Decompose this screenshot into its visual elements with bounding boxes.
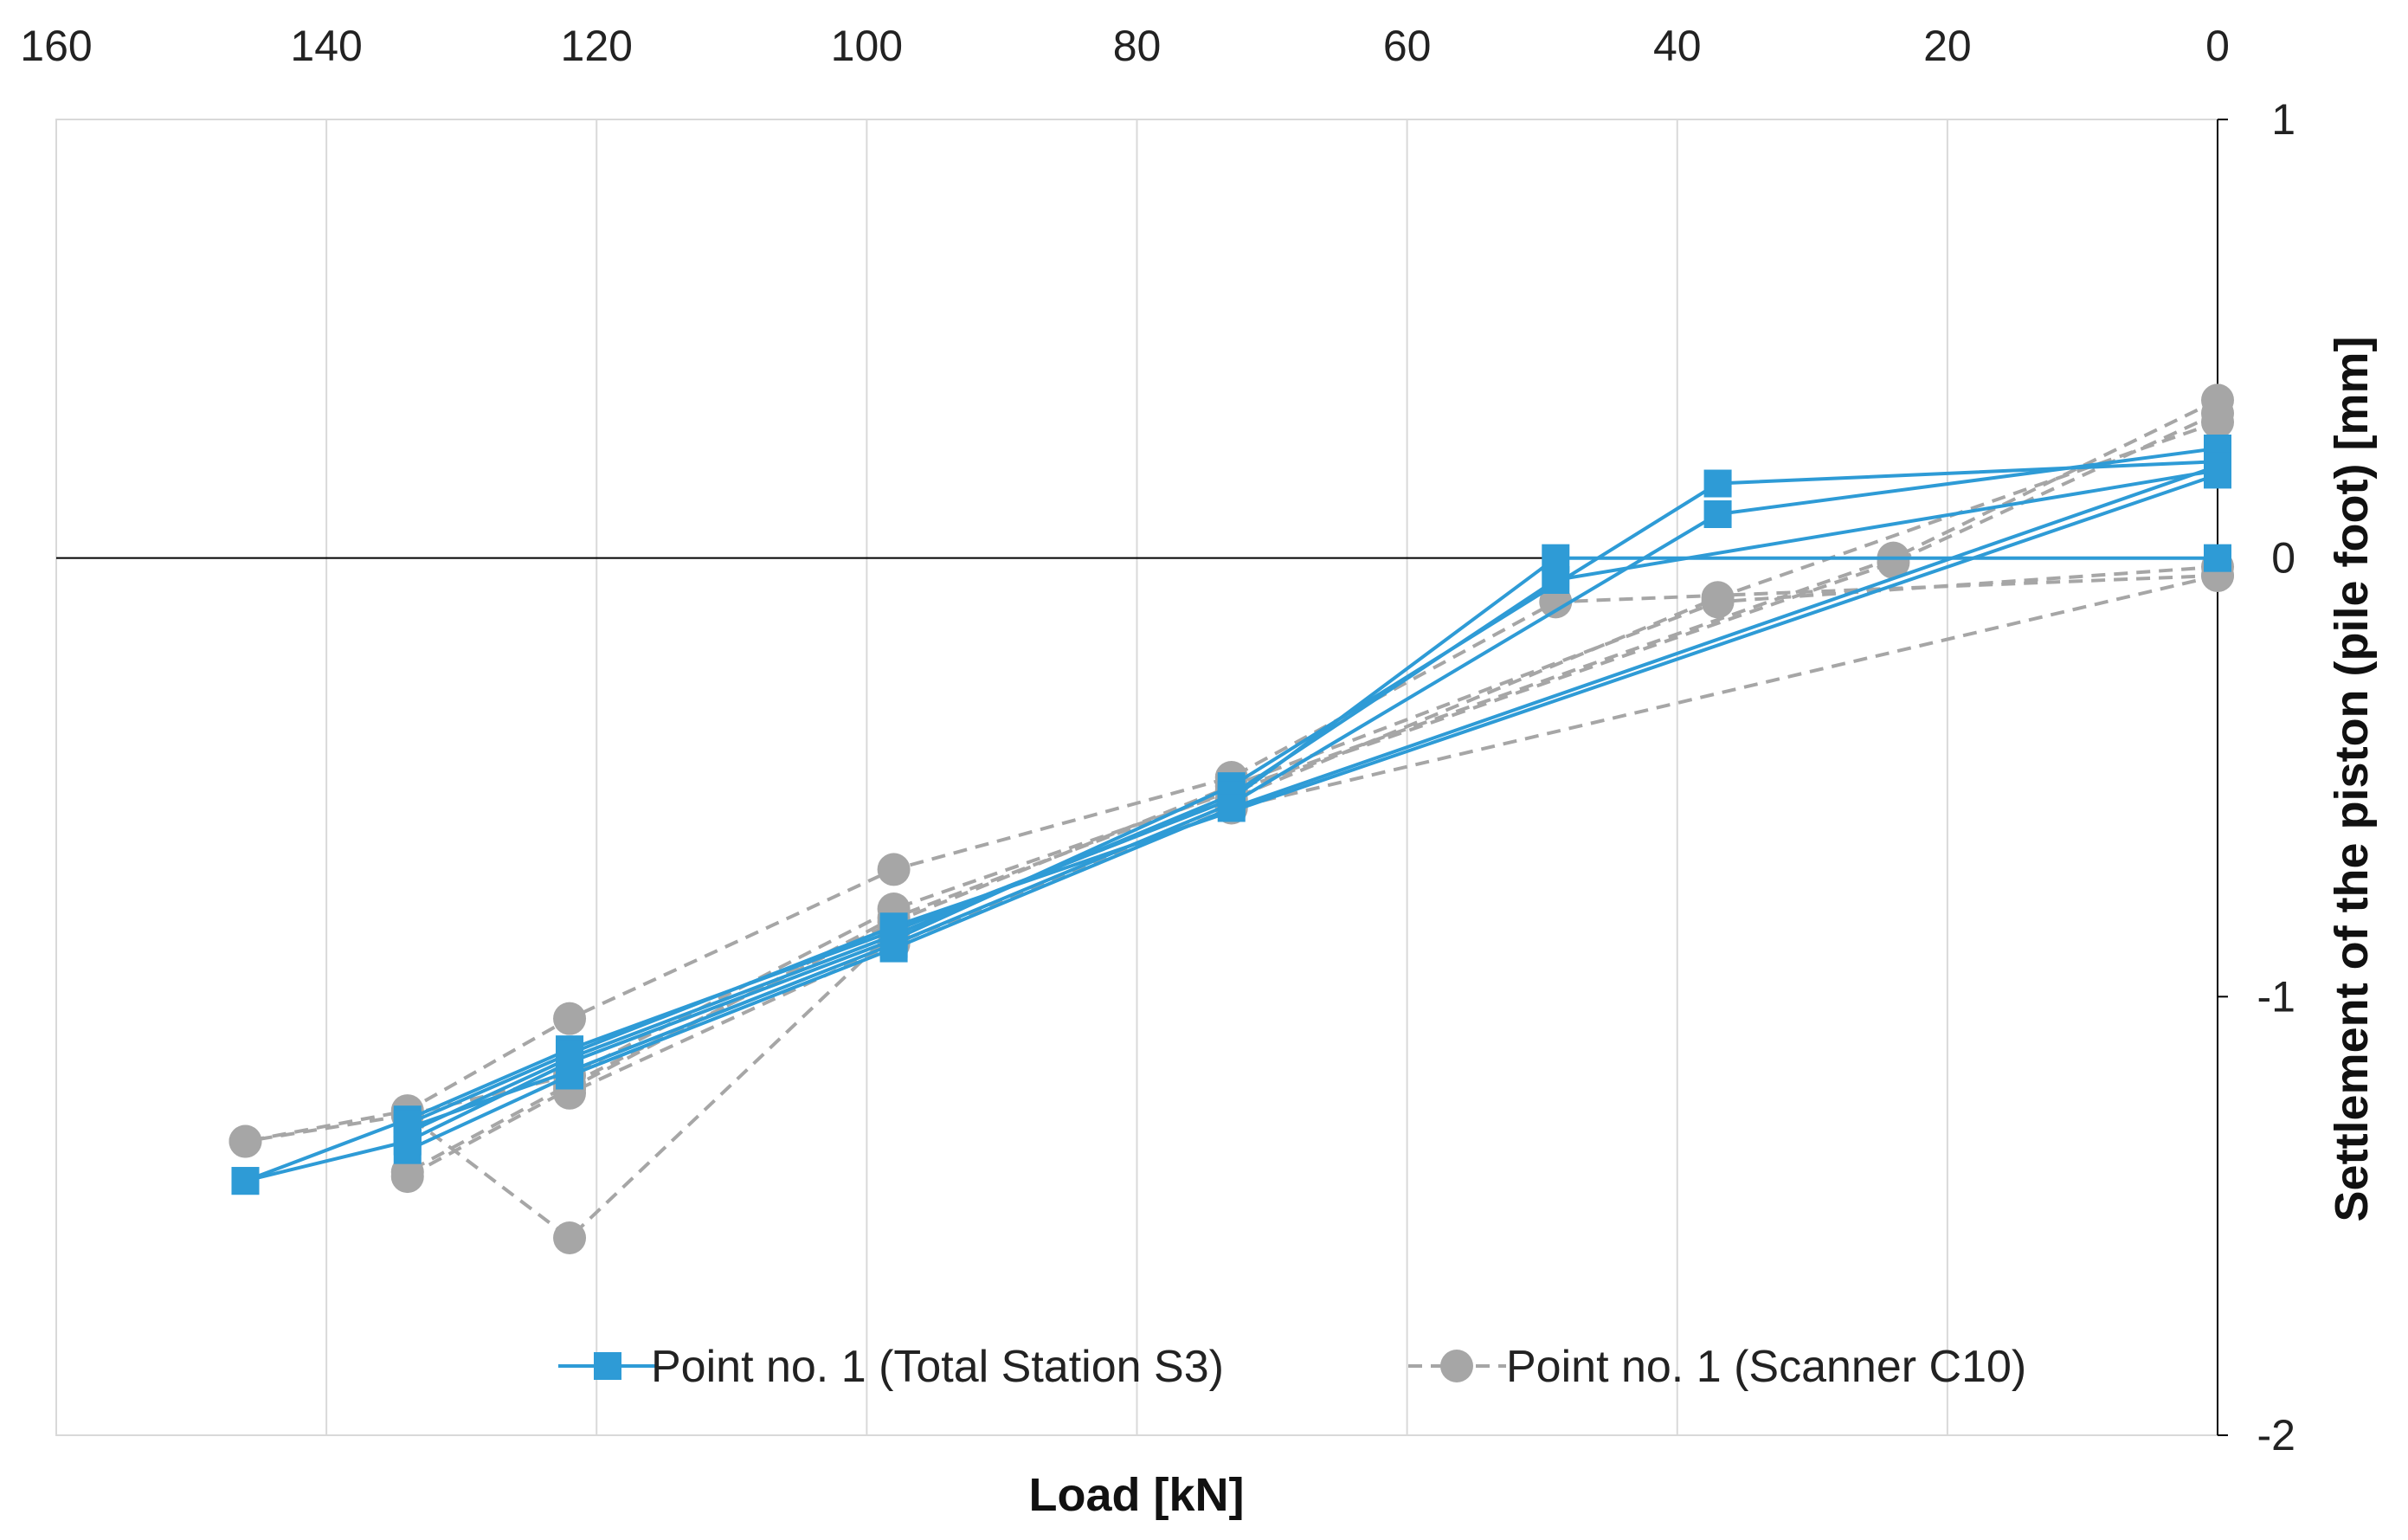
data-point: [1701, 585, 1735, 619]
x-tick-label: 160: [20, 22, 92, 70]
x-axis-title: Load [kN]: [1029, 1469, 1245, 1521]
legend: Point no. 1 (Total Station S3) Point no.…: [558, 1342, 2026, 1392]
data-point: [879, 912, 908, 941]
x-tick-label: 80: [1113, 22, 1162, 70]
data-point: [1877, 545, 1910, 579]
x-tick-label: 120: [561, 22, 633, 70]
legend-item-total-station: Point no. 1 (Total Station S3): [558, 1342, 1224, 1392]
legend-label-total-station: Point no. 1 (Total Station S3): [651, 1342, 1224, 1392]
series-line: [406, 468, 2218, 1135]
series-line: [569, 573, 2218, 1095]
y-tick-label: 1: [2271, 95, 2295, 144]
x-tick-label: 140: [290, 22, 362, 70]
x-tick-label: 40: [1653, 22, 1702, 70]
legend-item-scanner: Point no. 1 (Scanner C10): [1408, 1342, 2026, 1392]
x-tick-labels: 160 140 120 100 80 60 40 20 0: [20, 22, 2230, 70]
data-point: [229, 1124, 262, 1158]
data-point: [393, 1110, 422, 1138]
x-tick-label: 100: [831, 22, 903, 70]
legend-marker-circle: [1440, 1350, 1473, 1382]
data-point: [1542, 566, 1570, 594]
y-tick-label: -2: [2257, 1411, 2295, 1459]
data-point: [1703, 500, 1732, 528]
data-point: [2204, 461, 2231, 489]
series-line: [407, 447, 2218, 1131]
legend-label-scanner: Point no. 1 (Scanner C10): [1506, 1342, 2026, 1392]
data-point: [556, 1040, 584, 1068]
series-total-station: [231, 435, 2231, 1195]
series-line: [407, 473, 2218, 1126]
data-point: [231, 1167, 260, 1195]
y-axis-title: Settlement of the piston (pile foot) [mm…: [2326, 337, 2378, 1222]
y-tick-label: 0: [2271, 534, 2295, 583]
legend-marker-square: [594, 1352, 621, 1380]
data-point: [1217, 794, 1246, 822]
y-tick-label: -1: [2257, 972, 2295, 1021]
series-layer: [229, 383, 2234, 1254]
x-tick-label: 0: [2205, 22, 2230, 70]
x-tick-label: 60: [1383, 22, 1432, 70]
x-tick-label: 20: [1923, 22, 1972, 70]
y-tick-labels: 1 0 -1 -2: [2257, 95, 2295, 1459]
data-point: [2204, 544, 2231, 572]
data-point: [393, 1136, 422, 1164]
data-point: [2201, 396, 2234, 430]
data-point: [553, 1002, 587, 1035]
data-point: [553, 1221, 587, 1254]
data-point: [1703, 469, 1732, 498]
data-point: [877, 853, 911, 886]
